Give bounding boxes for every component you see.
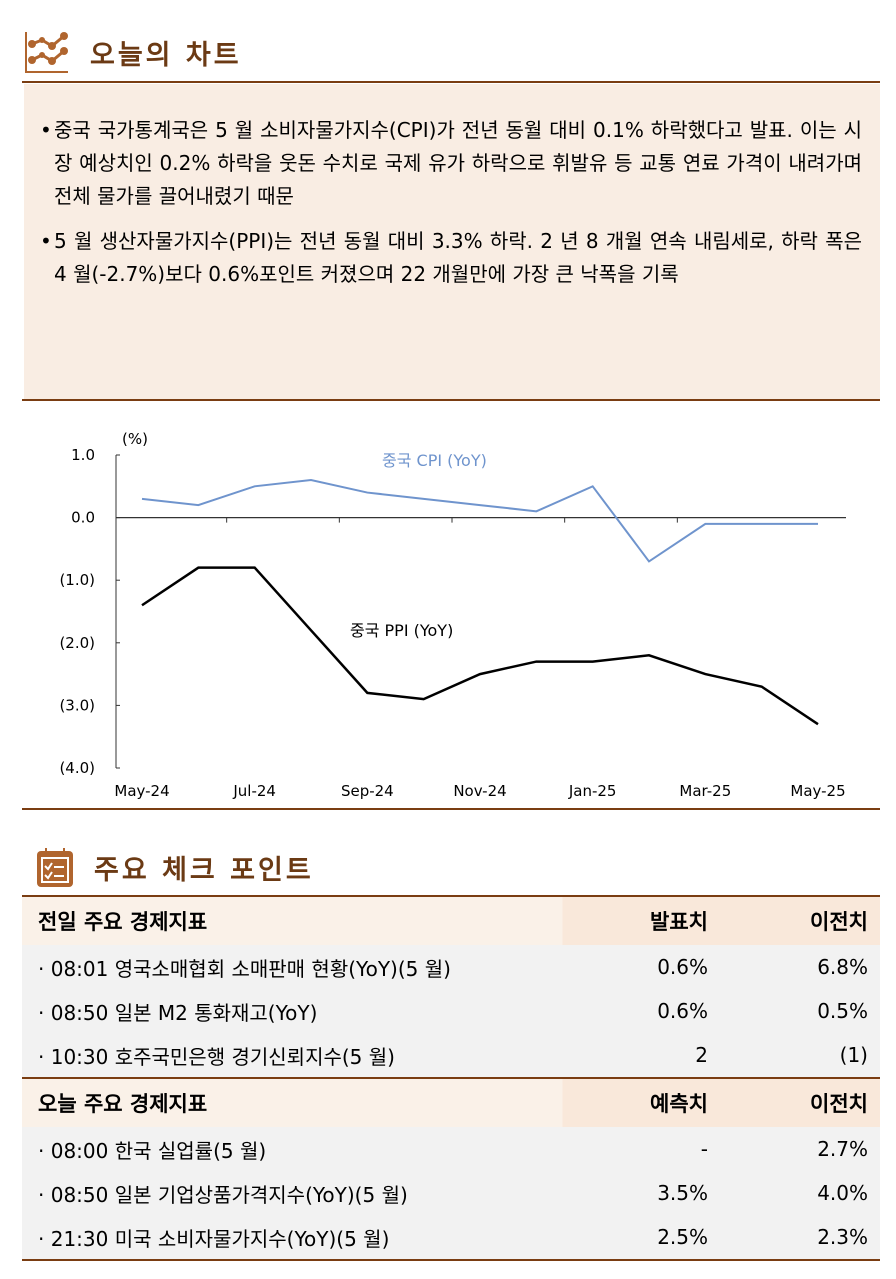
y-tick-label: (2.0) — [59, 634, 95, 652]
table-header: 전일 주요 경제지표 발표치 이전치 — [22, 897, 880, 945]
table-row: · 08:01 영국소매협회 소매판매 현황(YoY)(5 월) 0.6% 6.8% — [22, 945, 880, 989]
line-chart-icon — [25, 32, 68, 73]
table-row: · 08:00 한국 실업률(5 월) - 2.7% — [22, 1127, 880, 1171]
table-cell: 2.5% — [657, 1225, 708, 1249]
table-cell: · 10:30 호주국민은행 경기신뢰지수(5 월) — [38, 1044, 395, 1069]
summary-box: • 중국 국가통계국은 5 월 소비자물가지수(CPI)가 전년 동월 대비 0.… — [24, 84, 880, 399]
economic-indicators-table: 전일 주요 경제지표 발표치 이전치 · 08:01 영국소매협회 소매판매 현… — [22, 895, 880, 1261]
header-cell: 전일 주요 경제지표 — [38, 910, 208, 934]
divider — [22, 808, 880, 810]
table-cell: 2 — [695, 1043, 708, 1067]
table-cell: 2.3% — [817, 1225, 868, 1249]
divider — [22, 81, 880, 83]
series-line-cpi — [141, 479, 818, 563]
divider — [22, 399, 880, 401]
header-cell: 오늘 주요 경제지표 — [38, 1092, 208, 1116]
x-tick-label: May-24 — [114, 782, 169, 800]
table-cell: 3.5% — [657, 1181, 708, 1205]
header-cell: 이전치 — [810, 1092, 868, 1116]
table-row: · 21:30 미국 소비자물가지수(YoY)(5 월) 2.5% 2.3% — [22, 1215, 880, 1259]
table-header: 오늘 주요 경제지표 예측치 이전치 — [22, 1079, 880, 1127]
table-cell: (1) — [839, 1043, 868, 1067]
y-axis-unit: (%) — [122, 430, 148, 448]
section-title-todays-chart: 오늘의 차트 — [24, 30, 242, 74]
y-tick-label: (3.0) — [59, 696, 95, 714]
x-tick-label: Jan-25 — [568, 782, 617, 800]
cpi-ppi-line-chart: 1.0 0.0 (1.0) (2.0) (3.0) (4.0) (%) May-24 Jul-2… — [59, 430, 846, 800]
section-title-text: 오늘의 차트 — [90, 39, 242, 71]
header-cell: 예측치 — [650, 1092, 708, 1116]
table-cell: · 21:30 미국 소비자물가지수(YoY)(5 월) — [38, 1226, 390, 1251]
table-cell: · 08:50 일본 M2 통화재고(YoY) — [38, 1000, 318, 1025]
header-cell: 발표치 — [650, 910, 708, 934]
table-cell: 6.8% — [817, 955, 868, 979]
table-cell: · 08:01 영국소매협회 소매판매 현황(YoY)(5 월) — [38, 956, 451, 981]
summary-bullet: • 5 월 생산자물가지수(PPI)는 전년 동월 대비 3.3% 하락. 2 년… — [40, 225, 862, 291]
y-tick-label: (4.0) — [59, 759, 95, 777]
y-tick-label: 1.0 — [71, 446, 95, 464]
y-tick-label: (1.0) — [59, 571, 95, 589]
bullet-text: 5 월 생산자물가지수(PPI)는 전년 동월 대비 3.3% 하락. 2 년 … — [54, 229, 862, 286]
section-title-text: 주요 체크 포인트 — [94, 854, 314, 886]
summary-bullet: • 중국 국가통계국은 5 월 소비자물가지수(CPI)가 전년 동월 대비 0.… — [40, 114, 862, 213]
table-cell: 0.5% — [817, 999, 868, 1023]
divider — [22, 1259, 880, 1261]
table-cell: · 08:00 한국 실업률(5 월) — [38, 1138, 267, 1163]
y-tick-label: 0.0 — [71, 509, 95, 527]
divider — [22, 1077, 880, 1079]
x-tick-label: May-25 — [790, 782, 845, 800]
section-title-check-points: 주요 체크 포인트 — [36, 846, 314, 888]
series-label: 중국 CPI (YoY) — [382, 451, 487, 470]
table-cell: - — [700, 1137, 708, 1161]
series-line-ppi — [141, 566, 819, 726]
series-label: 중국 PPI (YoY) — [350, 621, 453, 640]
calendar-checklist-icon — [37, 848, 73, 887]
header-cell: 이전치 — [810, 910, 868, 934]
table-row: · 08:50 일본 M2 통화재고(YoY) 0.6% 0.5% — [22, 989, 880, 1033]
x-tick-label: Sep-24 — [341, 782, 394, 800]
divider — [22, 895, 880, 897]
bullet-text: 중국 국가통계국은 5 월 소비자물가지수(CPI)가 전년 동월 대비 0.1… — [54, 118, 862, 208]
table-row: · 08:50 일본 기업상품가격지수(YoY)(5 월) 3.5% 4.0% — [22, 1171, 880, 1215]
table-cell: · 08:50 일본 기업상품가격지수(YoY)(5 월) — [38, 1182, 408, 1207]
table-cell: 0.6% — [657, 999, 708, 1023]
x-tick-label: Jul-24 — [232, 782, 276, 800]
table-cell: 4.0% — [817, 1181, 868, 1205]
x-tick-label: Mar-25 — [679, 782, 731, 800]
table-cell: 2.7% — [817, 1137, 868, 1161]
table-cell: 0.6% — [657, 955, 708, 979]
table-row: · 10:30 호주국민은행 경기신뢰지수(5 월) 2 (1) — [22, 1033, 880, 1077]
x-tick-label: Nov-24 — [453, 782, 506, 800]
